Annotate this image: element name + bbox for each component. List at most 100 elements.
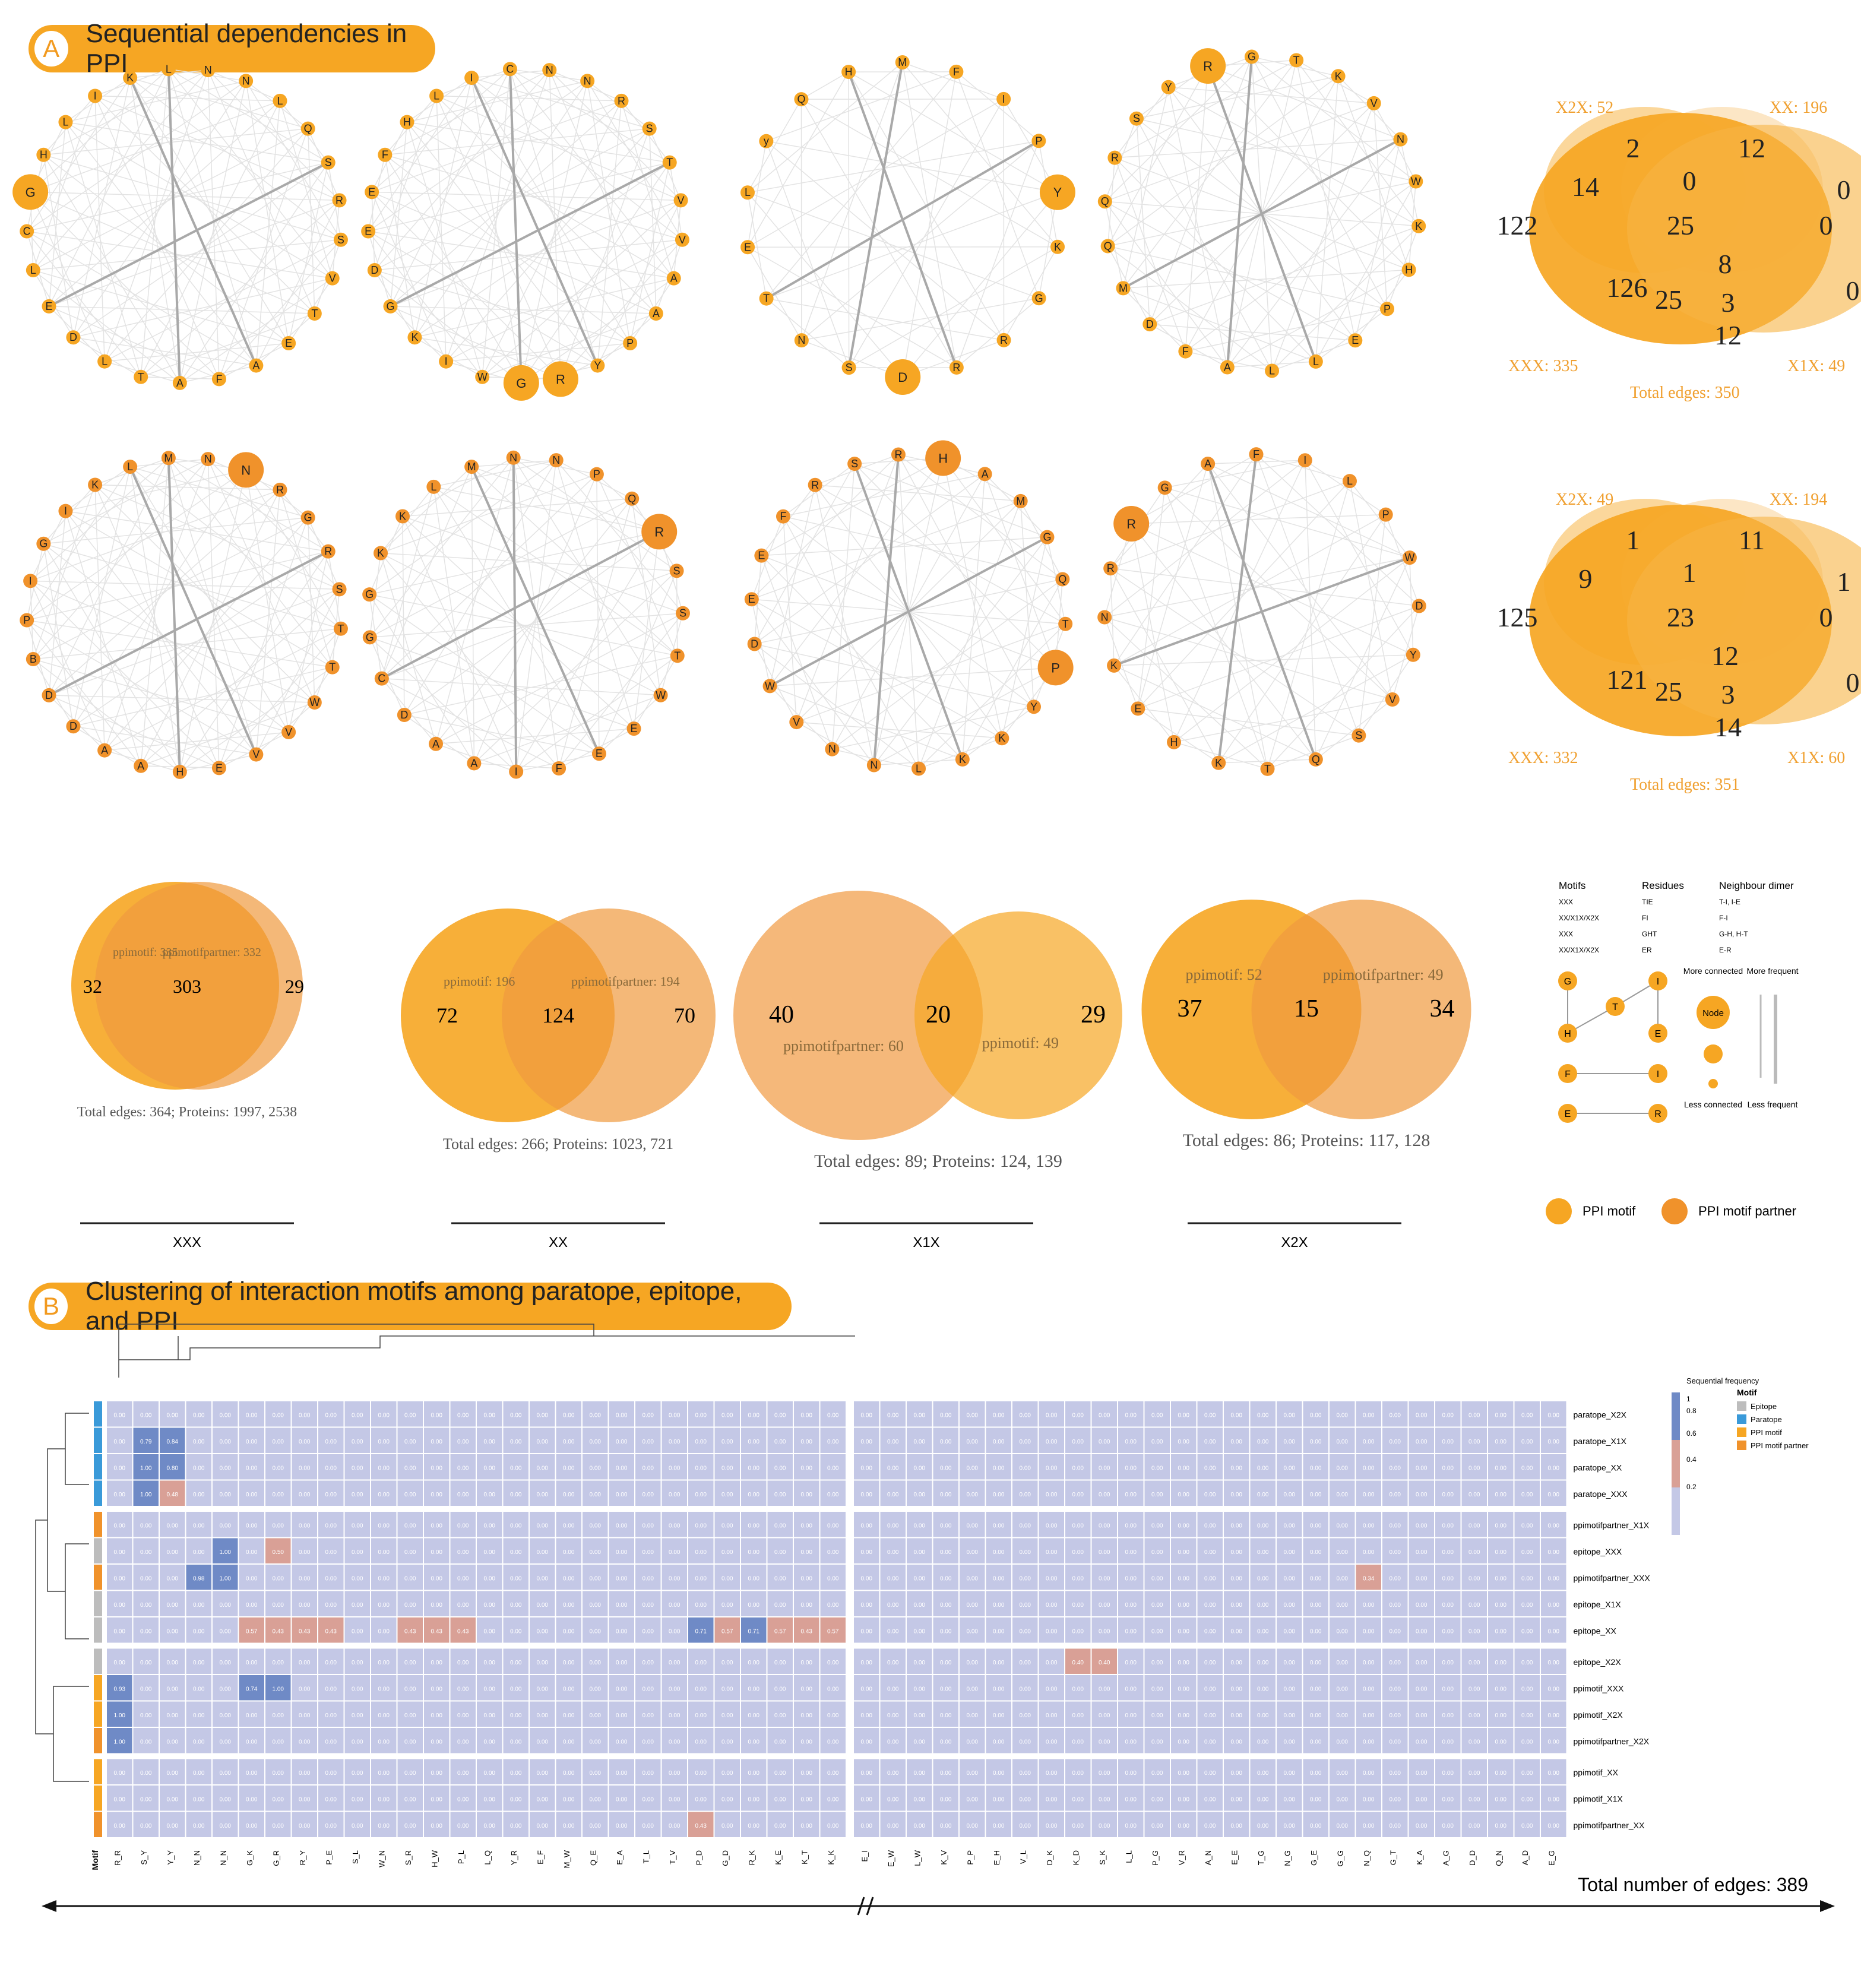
network-node	[66, 719, 81, 734]
heatmap-cell-value: 0.00	[940, 1712, 952, 1719]
heatmap-cell	[530, 1617, 555, 1643]
heatmap-cell-value: 0.00	[827, 1739, 839, 1745]
heatmap-cell	[1171, 1401, 1197, 1427]
heatmap-cell-value: 0.00	[1284, 1770, 1296, 1777]
heatmap-cell	[1171, 1480, 1197, 1506]
heatmap-cell-value: 0.00	[325, 1492, 337, 1498]
heatmap-cell	[265, 1401, 291, 1427]
heatmap-cell	[933, 1591, 958, 1616]
network-node	[1167, 735, 1182, 749]
heatmap-cell-value: 0.00	[914, 1823, 926, 1829]
venn2-set-right	[95, 882, 303, 1090]
heatmap-cell-value: 0.00	[1072, 1739, 1084, 1745]
network-edge-strong	[769, 536, 1048, 688]
network-edge	[902, 62, 957, 368]
heatmap-cell	[107, 1480, 132, 1506]
heatmap-cell-value: 0.00	[1178, 1739, 1190, 1745]
network-node	[590, 358, 605, 373]
heatmap-cell	[292, 1786, 317, 1811]
heatmap-cell	[1171, 1512, 1197, 1537]
heatmap-cell	[265, 1591, 291, 1616]
heatmap-cell-value: 0.00	[220, 1796, 232, 1803]
heatmap-cell-value: 0.00	[510, 1739, 522, 1745]
heatmap-cell-value: 0.00	[774, 1712, 786, 1719]
network-edge	[371, 68, 511, 192]
network-node-label: V	[678, 194, 685, 206]
motif-legend-label: Paratope	[1751, 1415, 1782, 1424]
heatmap-cell	[854, 1675, 879, 1701]
heatmap-cell-value: 0.00	[616, 1602, 628, 1609]
heatmap-cell	[880, 1401, 906, 1427]
network-node-label: R	[336, 194, 343, 206]
heatmap-cell-value: 0.00	[590, 1549, 602, 1556]
network-node-label: Q	[1312, 754, 1320, 765]
heatmap-cell-value: 0.00	[167, 1823, 179, 1829]
heatmap-cell-value: 0.00	[1416, 1412, 1428, 1419]
heatmap-cell-value: 0.00	[695, 1439, 707, 1445]
network-node	[995, 731, 1009, 746]
heatmap-row-label: epitope_XXX	[1574, 1547, 1622, 1556]
network-node	[249, 747, 264, 762]
heatmap-cell	[1250, 1401, 1276, 1427]
network-edge	[1358, 514, 1387, 736]
heatmap-cell-value: 0.00	[1416, 1660, 1428, 1666]
heatmap-cell-value: 0.00	[1363, 1439, 1375, 1445]
heatmap-cell-value: 0.00	[1204, 1439, 1216, 1445]
heatmap-cell-value: 0.00	[861, 1412, 873, 1419]
heatmap-cell	[767, 1648, 793, 1674]
network-node-label: S	[325, 157, 332, 169]
heatmap-cell-value: 0.00	[887, 1660, 899, 1666]
network-edge	[587, 81, 631, 344]
network-edge	[1256, 454, 1350, 482]
heatmap-motif-bar	[94, 1401, 102, 1427]
heatmap-cell	[1330, 1591, 1355, 1616]
heatmap-cell-value: 0.00	[1468, 1739, 1480, 1745]
network-node-label: P	[1384, 303, 1391, 315]
network-edge	[1267, 605, 1420, 770]
heatmap-cell	[741, 1728, 767, 1753]
network-node-label: W	[309, 697, 319, 708]
heatmap-cell	[1039, 1454, 1064, 1480]
network-node	[759, 134, 774, 148]
heatmap-motif-bar	[94, 1728, 102, 1753]
venn4-count: 12	[1714, 320, 1742, 350]
heatmap-cell-value: 0.00	[1521, 1439, 1533, 1445]
heatmap-cell-value: 0.00	[1548, 1628, 1560, 1635]
heatmap-cell	[933, 1786, 958, 1811]
network-edge	[140, 588, 340, 767]
network-node-label: N	[546, 64, 553, 76]
motif-legend-swatch	[1737, 1401, 1746, 1411]
network-node	[1297, 453, 1312, 468]
heatmap-cell-value: 0.00	[1310, 1492, 1322, 1498]
network-edge	[513, 457, 677, 571]
heatmap-cell-value: 0.00	[1468, 1770, 1480, 1777]
heatmap-cell-value: 0.00	[563, 1712, 575, 1719]
heatmap-cell-value: 0.00	[1521, 1739, 1533, 1745]
venn4-count: 3	[1721, 679, 1735, 710]
heatmap-cell	[556, 1786, 581, 1811]
heatmap-cell-value: 0.00	[537, 1549, 549, 1556]
heatmap-cell-value: 0.00	[861, 1549, 873, 1556]
heatmap-cell-value: 0.00	[861, 1575, 873, 1582]
network-node	[1107, 150, 1122, 165]
heatmap-cell	[1197, 1480, 1223, 1506]
heatmap-cell-value: 0.00	[1125, 1770, 1137, 1777]
heatmap-cell-value: 0.00	[299, 1439, 311, 1445]
heatmap-cell-value: 0.00	[431, 1549, 443, 1556]
network-edge	[72, 77, 131, 338]
heatmap-cell-value: 0.00	[1178, 1412, 1190, 1419]
network-edge-strong	[381, 530, 660, 680]
network-node	[426, 479, 441, 494]
heatmap-cell	[714, 1591, 740, 1616]
section-a-title: Sequential dependencies in PPI	[86, 19, 407, 78]
heatmap-cell	[107, 1812, 132, 1837]
network-node	[464, 71, 479, 86]
heatmap-cell-value: 0.00	[193, 1770, 205, 1777]
network-node	[365, 185, 379, 200]
network-edge	[33, 270, 289, 344]
heatmap-cell-value: 0.00	[1548, 1686, 1560, 1692]
heatmap-cell	[424, 1454, 450, 1480]
heatmap-cell-value: 0.00	[695, 1465, 707, 1471]
heatmap-cell-value: 0.00	[1204, 1796, 1216, 1803]
heatmap-cell-value: 0.00	[404, 1660, 416, 1666]
